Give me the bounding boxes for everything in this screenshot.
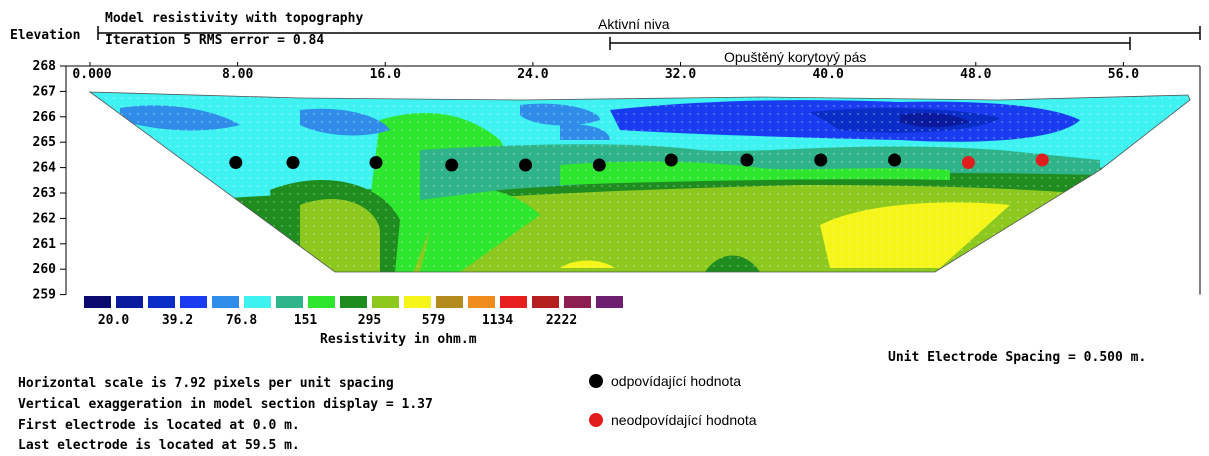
x-tick-label: 48.0 (960, 67, 991, 82)
model-section (90, 92, 1190, 272)
y-tick-label: 260 (33, 262, 57, 277)
opusteny-pas-bracket (609, 37, 1131, 50)
legend-mismatch-dot (589, 413, 603, 427)
y-tick-label: 268 (33, 59, 57, 74)
y-tick-label: 259 (33, 288, 56, 303)
electrode-match-point (369, 156, 383, 170)
x-tick-label: 32.0 (665, 67, 696, 82)
colorbar-tick-label: 1134 (481, 313, 514, 328)
colorbar-tick-label: 579 (421, 313, 446, 328)
legend-mismatch-label: neodpovídající hodnota (611, 412, 757, 428)
y-tick-label: 262 (33, 211, 56, 226)
x-tick-label: 24.0 (517, 67, 548, 82)
unit-spacing-text: Unit Electrode Spacing = 0.500 m. (888, 350, 1147, 365)
electrode-match-point (286, 156, 300, 170)
colorbar-swatch (404, 296, 431, 308)
colorbar-swatch (372, 296, 399, 308)
colorbar-swatch (500, 296, 527, 308)
y-tick-label: 267 (33, 84, 56, 99)
colorbar-swatch (468, 296, 495, 308)
electrode-match-point (740, 153, 754, 167)
x-tick-label: 16.0 (370, 67, 401, 82)
colorbar-swatch (340, 296, 367, 308)
electrode-match-point (814, 153, 828, 167)
footer-line-2: Vertical exaggeration in model section d… (18, 397, 433, 412)
y-tick-label: 265 (33, 135, 56, 150)
colorbar-tick-label: 295 (357, 313, 382, 328)
colorbar-tick-label: 151 (293, 313, 318, 328)
electrode-match-point (592, 158, 606, 172)
colorbar-swatch (84, 296, 111, 308)
axes: 268 267 266 265 264 263 262 261 260 259 0.000 8.00 1… (33, 59, 1201, 303)
electrode-match-point (888, 153, 902, 167)
electrode-match-point (445, 158, 459, 172)
electrode-mismatch-point (1035, 153, 1049, 167)
colorbar-swatch (212, 296, 239, 308)
y-tick-label: 264 (33, 161, 57, 176)
y-tick-label: 266 (33, 110, 57, 125)
legend-match-dot (589, 374, 603, 388)
x-tick-label: 8.00 (222, 67, 253, 82)
colorbar-swatch (436, 296, 463, 308)
iteration-text: Iteration 5 RMS error = 0.84 (105, 33, 325, 48)
legend-match-label: odpovídající hodnota (611, 373, 741, 389)
colorbar-swatch (180, 296, 207, 308)
electrode-match-point (519, 158, 533, 172)
colorbar (84, 296, 623, 308)
y-tick-label: 261 (33, 237, 57, 252)
colorbar-swatch (564, 296, 591, 308)
footer-line-3: First electrode is located at 0.0 m. (18, 418, 300, 433)
footer-line-4: Last electrode is located at 59.5 m. (18, 438, 300, 453)
colorbar-swatch (596, 296, 623, 308)
x-tick-label: 56.0 (1108, 67, 1139, 82)
aktivni-niva-bracket (97, 26, 1201, 40)
colorbar-tick-label: 20.0 (97, 313, 130, 328)
colorbar-tick-label: 39.2 (161, 313, 194, 328)
electrode-match-point (229, 156, 243, 170)
footer-line-1: Horizontal scale is 7.92 pixels per unit… (18, 376, 394, 391)
colorbar-swatch (308, 296, 335, 308)
colorbar-tick-label: 2222 (545, 313, 578, 328)
opusteny-pas-label: Opuštěný korytový pás (724, 49, 867, 65)
electrode-match-point (664, 153, 678, 167)
colorbar-swatch (116, 296, 143, 308)
x-tick-label: 40.0 (812, 67, 843, 82)
colorbar-tick-label: 76.8 (225, 313, 258, 328)
chart-title: Model resistivity with topography (105, 11, 364, 26)
colorbar-swatch (532, 296, 559, 308)
x-tick-label: 0.000 (72, 67, 111, 82)
colorbar-swatch (276, 296, 303, 308)
aktivni-niva-label: Aktivní niva (598, 16, 670, 32)
elevation-label: Elevation (10, 28, 81, 43)
electrode-mismatch-point (961, 156, 975, 170)
colorbar-swatch (244, 296, 271, 308)
colorbar-title: Resistivity in ohm.m (320, 332, 477, 347)
electrode-markers (229, 153, 1049, 172)
colorbar-swatch (148, 296, 175, 308)
y-tick-label: 263 (33, 186, 56, 201)
